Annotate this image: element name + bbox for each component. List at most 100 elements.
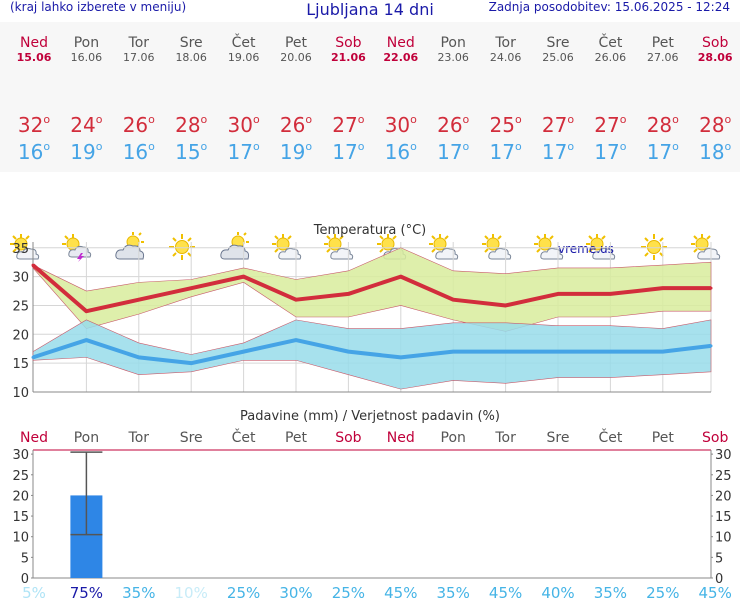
day-column: Pon 16.06 24o 19o <box>60 22 112 262</box>
day-column: Ned 22.06 30o 16o <box>375 22 427 260</box>
day-date: 16.06 <box>70 51 103 64</box>
max-temperature: 30o <box>227 113 260 137</box>
y-tick-label: 35 <box>12 242 29 257</box>
y-tick-label: 25 <box>12 469 29 484</box>
day-column: Pet 27.06 28o 17o <box>637 22 689 260</box>
max-temperature: 26o <box>279 113 313 137</box>
precipitation-day-label: Sre <box>180 430 203 446</box>
day-column: Ned 15.06 32o 16o <box>8 22 60 260</box>
min-temperature: 17o <box>227 140 260 164</box>
day-name: Čet <box>598 35 623 51</box>
day-date: 22.06 <box>383 51 419 64</box>
day-name: Tor <box>128 35 150 51</box>
sun-cloud-icon <box>270 71 322 260</box>
sun-cloud-icon <box>322 71 374 260</box>
precipitation-chart-title: Padavine (mm) / Verjetnost padavin (%) <box>240 409 500 424</box>
min-temperature: 17o <box>489 140 522 164</box>
y-tick-label: 10 <box>12 386 29 401</box>
temperature-point <box>661 350 665 354</box>
precipitation-day-label: Pon <box>74 430 99 446</box>
temperature-point <box>399 355 403 359</box>
temperature-point <box>84 309 88 313</box>
precipitation-day-label: Pet <box>285 430 308 446</box>
location-hint: (kraj lahko izberete v meniju) <box>10 0 187 14</box>
max-temperature: 27o <box>594 113 627 137</box>
precipitation-day-label: Sob <box>335 430 361 446</box>
day-date: 26.06 <box>594 51 627 64</box>
last-updated: Zadnja posodobitev: 15.06.2025 - 12:24 <box>488 0 730 14</box>
day-column: Sre 18.06 28o 15o <box>165 22 217 260</box>
day-column: Čet 26.06 27o 17o <box>584 22 636 260</box>
day-column: Tor 24.06 25o 17o <box>480 22 532 260</box>
y-tick-label-right: 5 <box>715 551 723 566</box>
temperature-range-band <box>32 247 712 332</box>
temperature-point <box>189 286 193 290</box>
precipitation-day-label: Čet <box>598 428 622 446</box>
temperature-point <box>451 350 455 354</box>
page-title: Ljubljana 14 dni <box>306 0 434 19</box>
temperature-point <box>608 350 612 354</box>
day-name: Sre <box>546 35 570 51</box>
sun-cloud-icon <box>8 71 60 260</box>
sun-cloud-icon <box>532 71 584 260</box>
day-name: Čet <box>231 35 256 51</box>
y-tick-label: 5 <box>21 551 29 566</box>
watermark-text: vreme.us <box>558 242 614 256</box>
temperature-point <box>504 350 508 354</box>
y-tick-label: 25 <box>12 299 29 314</box>
day-name: Tor <box>495 35 516 51</box>
sun-cloud-icon <box>480 71 532 260</box>
day-date: 25.06 <box>542 51 574 64</box>
temperature-point <box>84 338 88 342</box>
temperature-point <box>709 344 713 348</box>
y-tick-label-right: 15 <box>715 510 732 525</box>
temperature-point <box>556 350 560 354</box>
day-column: Čet 19.06 30o 17o <box>218 22 270 260</box>
temperature-point <box>709 286 713 290</box>
precipitation-day-label: Pon <box>441 430 466 446</box>
day-name: Pet <box>284 35 308 51</box>
daily-forecast-strip: Ned 15.06 32o 16o Pon 16.06 24o 19o Tor 17.06 26o 1… <box>0 22 740 262</box>
precipitation-probability: 45% <box>699 584 732 600</box>
sun-cloud-icon <box>427 71 479 260</box>
precipitation-probability: 35% <box>594 584 627 600</box>
max-temperature: 27o <box>541 113 575 137</box>
temperature-chart-title: Temperatura (°C) <box>313 223 426 238</box>
day-date: 19.06 <box>227 51 260 64</box>
day-date: 23.06 <box>437 51 469 64</box>
y-tick-label: 30 <box>12 271 29 286</box>
temperature-point <box>137 355 141 359</box>
precipitation-probability: 35% <box>122 584 155 600</box>
temperature-point <box>294 298 298 302</box>
day-name: Ned <box>386 35 415 51</box>
temperature-point <box>31 263 35 267</box>
y-tick-label-right: 0 <box>715 572 723 587</box>
y-tick-label: 30 <box>12 448 29 463</box>
day-name: Ned <box>20 35 48 51</box>
max-temperature: 26o <box>122 113 155 137</box>
y-tick-label: 10 <box>12 531 29 546</box>
temperature-point <box>31 355 35 359</box>
max-temperature: 28o <box>175 113 208 137</box>
precipitation-day-label: Sre <box>547 430 570 446</box>
min-temperature: 15o <box>175 140 208 164</box>
sun-cloud-icon <box>375 71 427 260</box>
day-date: 20.06 <box>280 51 312 64</box>
y-tick-label: 20 <box>12 328 29 343</box>
precipitation-day-label: Pet <box>652 430 675 446</box>
precipitation-probability: 25% <box>227 584 260 600</box>
day-column: Sob 21.06 27o 17o <box>322 22 374 260</box>
temperature-point <box>242 350 246 354</box>
precipitation-probability: 10% <box>175 584 208 600</box>
min-temperature: 17o <box>541 140 575 164</box>
day-name: Pet <box>651 35 674 51</box>
temperature-point <box>294 338 298 342</box>
min-temperature: 16o <box>384 140 417 164</box>
precipitation-day-label: Ned <box>20 430 48 446</box>
day-column: Sre 25.06 27o 17o <box>532 22 584 260</box>
precipitation-probability: 75% <box>70 584 103 600</box>
min-temperature: 19o <box>279 140 313 164</box>
precipitation-day-label: Ned <box>387 430 415 446</box>
cloud-sun-icon <box>113 71 165 260</box>
precipitation-probability: 25% <box>646 584 679 600</box>
